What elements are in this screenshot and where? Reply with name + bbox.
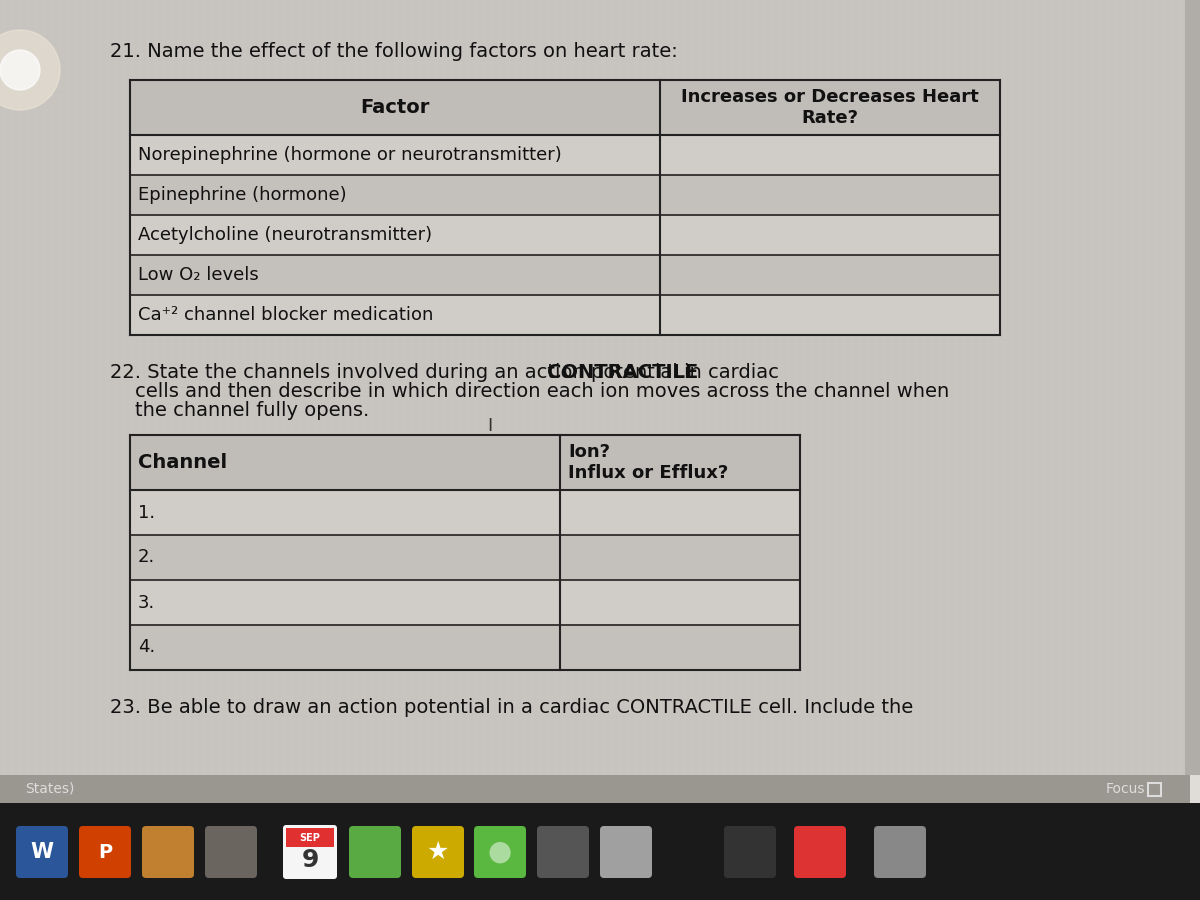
Text: Channel: Channel (138, 453, 227, 472)
FancyBboxPatch shape (130, 625, 800, 670)
FancyBboxPatch shape (130, 435, 800, 670)
Ellipse shape (0, 50, 40, 90)
FancyBboxPatch shape (286, 828, 334, 847)
Text: 21. Name the effect of the following factors on heart rate:: 21. Name the effect of the following fac… (110, 42, 678, 61)
Text: 4.: 4. (138, 638, 155, 656)
Text: Acetylcholine (neurotransmitter): Acetylcholine (neurotransmitter) (138, 226, 432, 244)
FancyBboxPatch shape (130, 255, 1000, 295)
FancyBboxPatch shape (1190, 775, 1200, 803)
FancyBboxPatch shape (600, 826, 652, 878)
FancyBboxPatch shape (349, 826, 401, 878)
FancyBboxPatch shape (538, 826, 589, 878)
FancyBboxPatch shape (130, 215, 1000, 255)
FancyBboxPatch shape (130, 580, 800, 625)
Ellipse shape (0, 30, 60, 110)
Text: 23. Be able to draw an action potential in a cardiac CONTRACTILE cell. Include t: 23. Be able to draw an action potential … (110, 698, 913, 717)
Text: ★: ★ (427, 840, 449, 864)
Text: 22. State the channels involved during an action potential in cardiac: 22. State the channels involved during a… (110, 363, 785, 382)
FancyBboxPatch shape (130, 295, 1000, 335)
FancyBboxPatch shape (130, 80, 1000, 335)
FancyBboxPatch shape (205, 826, 257, 878)
Text: W: W (30, 842, 54, 862)
FancyBboxPatch shape (0, 803, 1200, 900)
FancyBboxPatch shape (130, 135, 1000, 175)
Text: ●: ● (488, 838, 512, 866)
FancyBboxPatch shape (412, 826, 464, 878)
FancyBboxPatch shape (130, 535, 800, 580)
FancyBboxPatch shape (283, 825, 337, 879)
FancyBboxPatch shape (724, 826, 776, 878)
Text: Focus: Focus (1105, 782, 1145, 796)
FancyBboxPatch shape (130, 80, 1000, 135)
FancyBboxPatch shape (130, 435, 800, 490)
FancyBboxPatch shape (474, 826, 526, 878)
Text: 2.: 2. (138, 548, 155, 566)
Text: 1.: 1. (138, 503, 155, 521)
Text: Norepinephrine (hormone or neurotransmitter): Norepinephrine (hormone or neurotransmit… (138, 146, 562, 164)
Text: CONTRACTILE: CONTRACTILE (547, 363, 698, 382)
FancyBboxPatch shape (142, 826, 194, 878)
FancyBboxPatch shape (1186, 0, 1200, 900)
Text: Ion?
Influx or Efflux?: Ion? Influx or Efflux? (568, 443, 728, 482)
FancyBboxPatch shape (130, 175, 1000, 215)
Text: Increases or Decreases Heart
Rate?: Increases or Decreases Heart Rate? (682, 88, 979, 127)
Text: Epinephrine (hormone): Epinephrine (hormone) (138, 186, 347, 204)
Text: I: I (487, 417, 493, 435)
Text: SEP: SEP (300, 833, 320, 843)
Text: Factor: Factor (360, 98, 430, 117)
Text: Ca⁺² channel blocker medication: Ca⁺² channel blocker medication (138, 306, 433, 324)
Text: P: P (98, 842, 112, 861)
FancyBboxPatch shape (0, 775, 1200, 803)
Text: cells and then describe in which direction each ion moves across the channel whe: cells and then describe in which directi… (110, 382, 949, 401)
Text: 9: 9 (301, 848, 319, 872)
FancyBboxPatch shape (874, 826, 926, 878)
FancyBboxPatch shape (794, 826, 846, 878)
Text: the channel fully opens.: the channel fully opens. (110, 401, 370, 420)
FancyBboxPatch shape (16, 826, 68, 878)
Text: Low O₂ levels: Low O₂ levels (138, 266, 259, 284)
Text: States): States) (25, 782, 74, 796)
FancyBboxPatch shape (130, 490, 800, 535)
Text: 3.: 3. (138, 593, 155, 611)
FancyBboxPatch shape (79, 826, 131, 878)
